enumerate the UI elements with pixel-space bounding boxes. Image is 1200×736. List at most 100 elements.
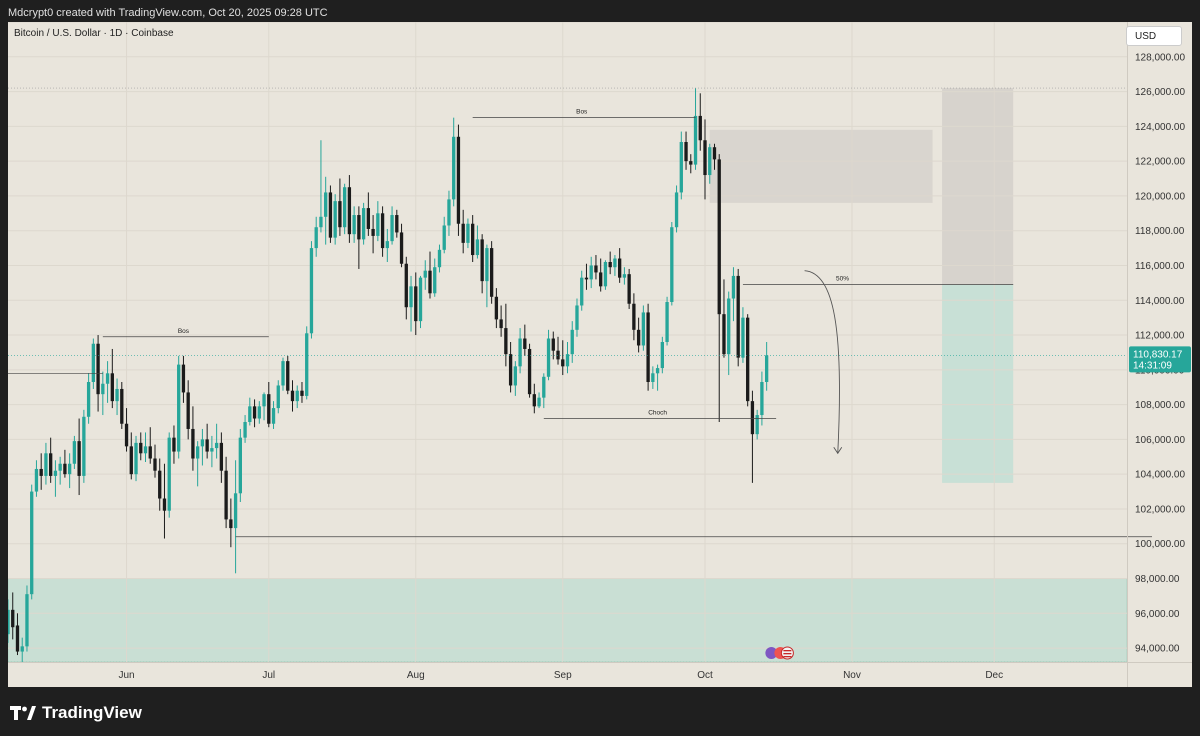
candle[interactable]: [580, 270, 584, 311]
candle[interactable]: [124, 408, 129, 452]
candle[interactable]: [760, 371, 764, 426]
candle[interactable]: [693, 88, 698, 170]
candle[interactable]: [461, 209, 465, 254]
candle[interactable]: [651, 366, 655, 389]
candle[interactable]: [30, 484, 34, 600]
candle[interactable]: [717, 154, 721, 422]
candle[interactable]: [181, 355, 186, 403]
candle[interactable]: [191, 406, 195, 471]
candle[interactable]: [8, 599, 10, 643]
candle[interactable]: [134, 435, 138, 482]
candle[interactable]: [414, 272, 418, 336]
candle[interactable]: [679, 131, 683, 200]
candle[interactable]: [622, 267, 627, 285]
candle[interactable]: [442, 216, 446, 254]
candle[interactable]: [267, 382, 271, 428]
candle[interactable]: [115, 378, 119, 416]
candle[interactable]: [674, 185, 679, 233]
candle[interactable]: [636, 317, 641, 353]
candle[interactable]: [224, 456, 228, 529]
last-price-badge[interactable]: [1129, 346, 1191, 373]
candle[interactable]: [309, 241, 314, 339]
candle[interactable]: [433, 258, 437, 297]
candle[interactable]: [205, 423, 209, 459]
candle[interactable]: [489, 241, 494, 304]
candle[interactable]: [380, 206, 385, 257]
candle[interactable]: [248, 397, 252, 426]
candle[interactable]: [300, 382, 304, 403]
candle[interactable]: [437, 244, 442, 273]
candle[interactable]: [750, 390, 755, 483]
candle[interactable]: [129, 432, 133, 480]
candle[interactable]: [508, 342, 513, 393]
candle[interactable]: [286, 355, 290, 395]
candle[interactable]: [404, 256, 408, 320]
candle[interactable]: [252, 399, 257, 428]
candle[interactable]: [613, 255, 617, 276]
candle[interactable]: [233, 460, 238, 574]
candle[interactable]: [366, 192, 371, 236]
candle[interactable]: [527, 343, 532, 398]
candle[interactable]: [295, 385, 299, 409]
candle[interactable]: [158, 458, 162, 511]
candle[interactable]: [39, 453, 43, 490]
candle[interactable]: [347, 175, 352, 243]
candle[interactable]: [262, 392, 266, 421]
candle[interactable]: [546, 329, 551, 381]
candle[interactable]: [584, 263, 589, 290]
candle[interactable]: [390, 206, 394, 245]
candle[interactable]: [177, 355, 181, 459]
candle[interactable]: [210, 435, 214, 468]
candle[interactable]: [475, 225, 480, 259]
candle[interactable]: [91, 338, 96, 389]
candle[interactable]: [82, 409, 86, 483]
candle[interactable]: [741, 307, 745, 363]
candle[interactable]: [342, 183, 347, 235]
candle[interactable]: [243, 415, 247, 443]
candle[interactable]: [736, 268, 740, 367]
candle[interactable]: [86, 373, 91, 424]
candle[interactable]: [143, 432, 148, 462]
candle[interactable]: [305, 326, 309, 400]
candle[interactable]: [731, 267, 736, 322]
candle[interactable]: [764, 342, 769, 391]
candle[interactable]: [58, 456, 62, 485]
candle[interactable]: [575, 298, 579, 337]
chart-frame[interactable]: Bos Bos Choch 50% 94,000.00 96,000.00 98,000.…: [8, 22, 1192, 687]
candle[interactable]: [290, 380, 295, 412]
candle[interactable]: [655, 364, 660, 391]
candle[interactable]: [452, 117, 456, 207]
candle[interactable]: [532, 383, 536, 414]
candle[interactable]: [200, 428, 205, 466]
candle[interactable]: [324, 176, 328, 245]
candle[interactable]: [148, 427, 152, 464]
price-chart[interactable]: Bos Bos Choch 50% 94,000.00 96,000.00 98,000.…: [8, 22, 1192, 687]
candle[interactable]: [594, 255, 598, 280]
candle[interactable]: [238, 428, 242, 502]
candle[interactable]: [456, 124, 461, 236]
candle[interactable]: [698, 93, 702, 151]
candle[interactable]: [67, 453, 72, 489]
candle[interactable]: [139, 432, 143, 461]
candle[interactable]: [219, 432, 224, 483]
candle[interactable]: [314, 216, 318, 257]
candle[interactable]: [418, 275, 423, 329]
candle[interactable]: [376, 201, 380, 242]
candle[interactable]: [627, 268, 631, 309]
candle[interactable]: [513, 361, 518, 396]
candle[interactable]: [755, 409, 759, 440]
candle[interactable]: [485, 244, 489, 308]
candle[interactable]: [712, 143, 717, 170]
candle[interactable]: [551, 331, 555, 360]
candle[interactable]: [423, 260, 427, 290]
candle[interactable]: [385, 228, 389, 262]
candle[interactable]: [333, 194, 337, 245]
candle[interactable]: [167, 432, 171, 518]
candle[interactable]: [608, 251, 612, 275]
candle[interactable]: [72, 435, 77, 469]
candle[interactable]: [172, 425, 176, 464]
candle[interactable]: [722, 279, 726, 358]
candle[interactable]: [77, 418, 81, 496]
candle[interactable]: [399, 223, 404, 268]
candle[interactable]: [44, 442, 48, 485]
